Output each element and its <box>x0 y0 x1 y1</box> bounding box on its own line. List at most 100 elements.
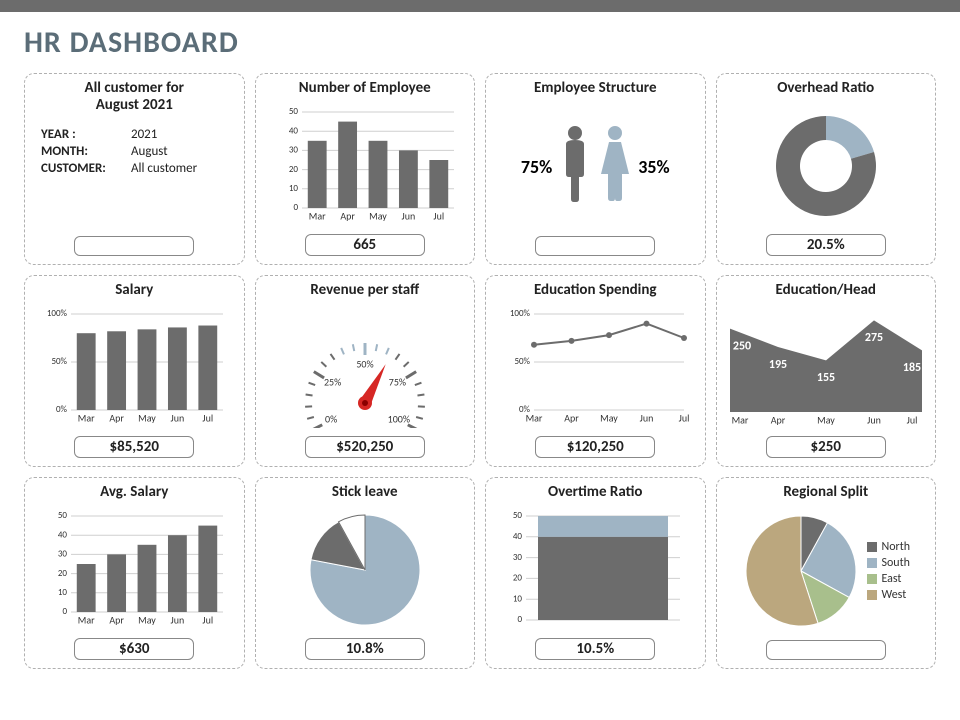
svg-text:250: 250 <box>733 340 751 354</box>
svg-text:50%: 50% <box>52 356 68 367</box>
filters-year-value: 2021 <box>131 127 157 142</box>
svg-text:50%: 50% <box>356 358 373 371</box>
regional-chart <box>741 511 861 631</box>
svg-text:195: 195 <box>769 358 787 372</box>
salary-pill: $85,520 <box>74 436 194 458</box>
filters-year-label: YEAR : <box>41 127 131 142</box>
svg-text:Jun: Jun <box>640 412 654 425</box>
svg-text:May: May <box>817 414 835 427</box>
filters-kv: YEAR :2021 MONTH:August CUSTOMER:All cus… <box>33 127 236 178</box>
svg-text:50%: 50% <box>515 356 531 367</box>
svg-text:50: 50 <box>513 510 523 521</box>
female-pct: 35% <box>638 156 669 178</box>
filters-customer-label: CUSTOMER: <box>41 161 131 176</box>
overhead-pill: 20.5% <box>766 234 886 256</box>
svg-text:Apr: Apr <box>340 210 355 223</box>
filters-customer-value: All customer <box>131 161 197 176</box>
card-education-head: Education/Head 250Mar195Apr155May275Jun1… <box>716 275 937 467</box>
regional-pill <box>766 640 886 660</box>
svg-text:Mar: Mar <box>526 412 543 425</box>
svg-text:Jul: Jul <box>203 412 214 425</box>
edu-head-chart: 250Mar195Apr155May275Jun185Jul <box>726 308 926 428</box>
edu-spend-pill: $120,250 <box>535 436 655 458</box>
svg-text:Apr: Apr <box>110 614 125 627</box>
svg-text:Apr: Apr <box>564 412 579 425</box>
svg-text:20: 20 <box>58 568 68 579</box>
svg-text:Apr: Apr <box>110 412 125 425</box>
svg-text:Jun: Jun <box>171 614 185 627</box>
svg-text:40: 40 <box>58 530 68 541</box>
overtime-chart: 01020304050 <box>500 510 690 630</box>
employee-count-title: Number of Employee <box>299 80 431 97</box>
card-salary: Salary 0%50%100%MarAprMayJunJul $85,520 <box>24 275 245 467</box>
sick-leave-pill: 10.8% <box>305 638 425 660</box>
revenue-gauge: 0%25%50%75%100% <box>270 308 460 428</box>
svg-text:Jul: Jul <box>203 614 214 627</box>
svg-text:75%: 75% <box>389 376 406 389</box>
employee-count-chart: 01020304050MarAprMayJunJul <box>270 106 460 226</box>
filters-pill <box>74 236 194 256</box>
svg-text:Jul: Jul <box>906 414 917 427</box>
svg-text:Apr: Apr <box>770 414 785 427</box>
svg-text:10: 10 <box>58 587 68 598</box>
svg-text:May: May <box>369 210 387 223</box>
svg-text:Jun: Jun <box>401 210 415 223</box>
card-employee-structure: Employee Structure 75% 35% <box>485 73 706 265</box>
svg-text:50: 50 <box>58 510 68 521</box>
svg-text:30: 30 <box>513 552 523 563</box>
card-overhead-ratio: Overhead Ratio 20.5% <box>716 73 937 265</box>
regional-title: Regional Split <box>783 484 868 501</box>
salary-title: Salary <box>115 282 153 299</box>
edu-spend-chart: 0%50%100%MarAprMayJunJul <box>500 308 690 428</box>
svg-text:100%: 100% <box>47 308 68 319</box>
svg-text:20: 20 <box>289 164 299 175</box>
svg-text:Jul: Jul <box>433 210 444 223</box>
svg-text:10: 10 <box>289 183 299 194</box>
employee-count-pill: 665 <box>305 234 425 256</box>
page-title: HR DASHBOARD <box>24 24 936 61</box>
card-education-spending: Education Spending 0%50%100%MarAprMayJun… <box>485 275 706 467</box>
svg-text:Mar: Mar <box>309 210 326 223</box>
svg-text:0%: 0% <box>56 404 68 415</box>
cards-grid: All customer for August 2021 YEAR :2021 … <box>24 73 936 669</box>
svg-text:0: 0 <box>518 614 523 625</box>
svg-text:Mar: Mar <box>78 614 95 627</box>
svg-text:275: 275 <box>865 331 883 345</box>
employee-structure-title: Employee Structure <box>534 80 657 97</box>
avg-salary-pill: $630 <box>74 638 194 660</box>
svg-text:0: 0 <box>293 202 298 213</box>
svg-text:0%: 0% <box>325 413 337 426</box>
svg-text:100%: 100% <box>387 413 409 426</box>
card-employee-count: Number of Employee 01020304050MarAprMayJ… <box>255 73 476 265</box>
svg-text:30: 30 <box>289 145 299 156</box>
svg-text:Mar: Mar <box>731 414 748 427</box>
svg-text:20: 20 <box>513 573 523 584</box>
edu-spend-title: Education Spending <box>534 282 657 299</box>
avg-salary-title: Avg. Salary <box>100 484 168 501</box>
page: HR DASHBOARD All customer for August 202… <box>0 12 960 677</box>
svg-text:Jun: Jun <box>867 414 881 427</box>
sick-leave-chart <box>295 508 435 633</box>
edu-head-pill: $250 <box>766 436 886 458</box>
sick-leave-title: Stick leave <box>332 484 398 501</box>
svg-text:30: 30 <box>58 549 68 560</box>
svg-text:Jul: Jul <box>679 412 690 425</box>
filters-month-label: MONTH: <box>41 144 131 159</box>
overtime-pill: 10.5% <box>535 638 655 660</box>
female-icon <box>598 122 632 212</box>
svg-text:40: 40 <box>289 126 299 137</box>
regional-legend: NorthSouthEastWest <box>867 538 910 604</box>
card-avg-salary: Avg. Salary 01020304050MarAprMayJunJul $… <box>24 477 245 669</box>
filters-title-l2: August 2021 <box>96 96 173 114</box>
revenue-title: Revenue per staff <box>310 282 419 299</box>
card-overtime-ratio: Overtime Ratio 01020304050 10.5% <box>485 477 706 669</box>
overhead-chart <box>756 106 896 226</box>
edu-head-title: Education/Head <box>776 282 876 299</box>
employee-structure-pill <box>535 236 655 256</box>
svg-text:Jun: Jun <box>171 412 185 425</box>
svg-text:155: 155 <box>817 371 835 385</box>
overhead-ratio-title: Overhead Ratio <box>777 80 874 97</box>
card-regional-split: Regional Split NorthSouthEastWest <box>716 477 937 669</box>
filters-title: All customer for August 2021 <box>85 80 185 113</box>
svg-text:40: 40 <box>513 531 523 542</box>
